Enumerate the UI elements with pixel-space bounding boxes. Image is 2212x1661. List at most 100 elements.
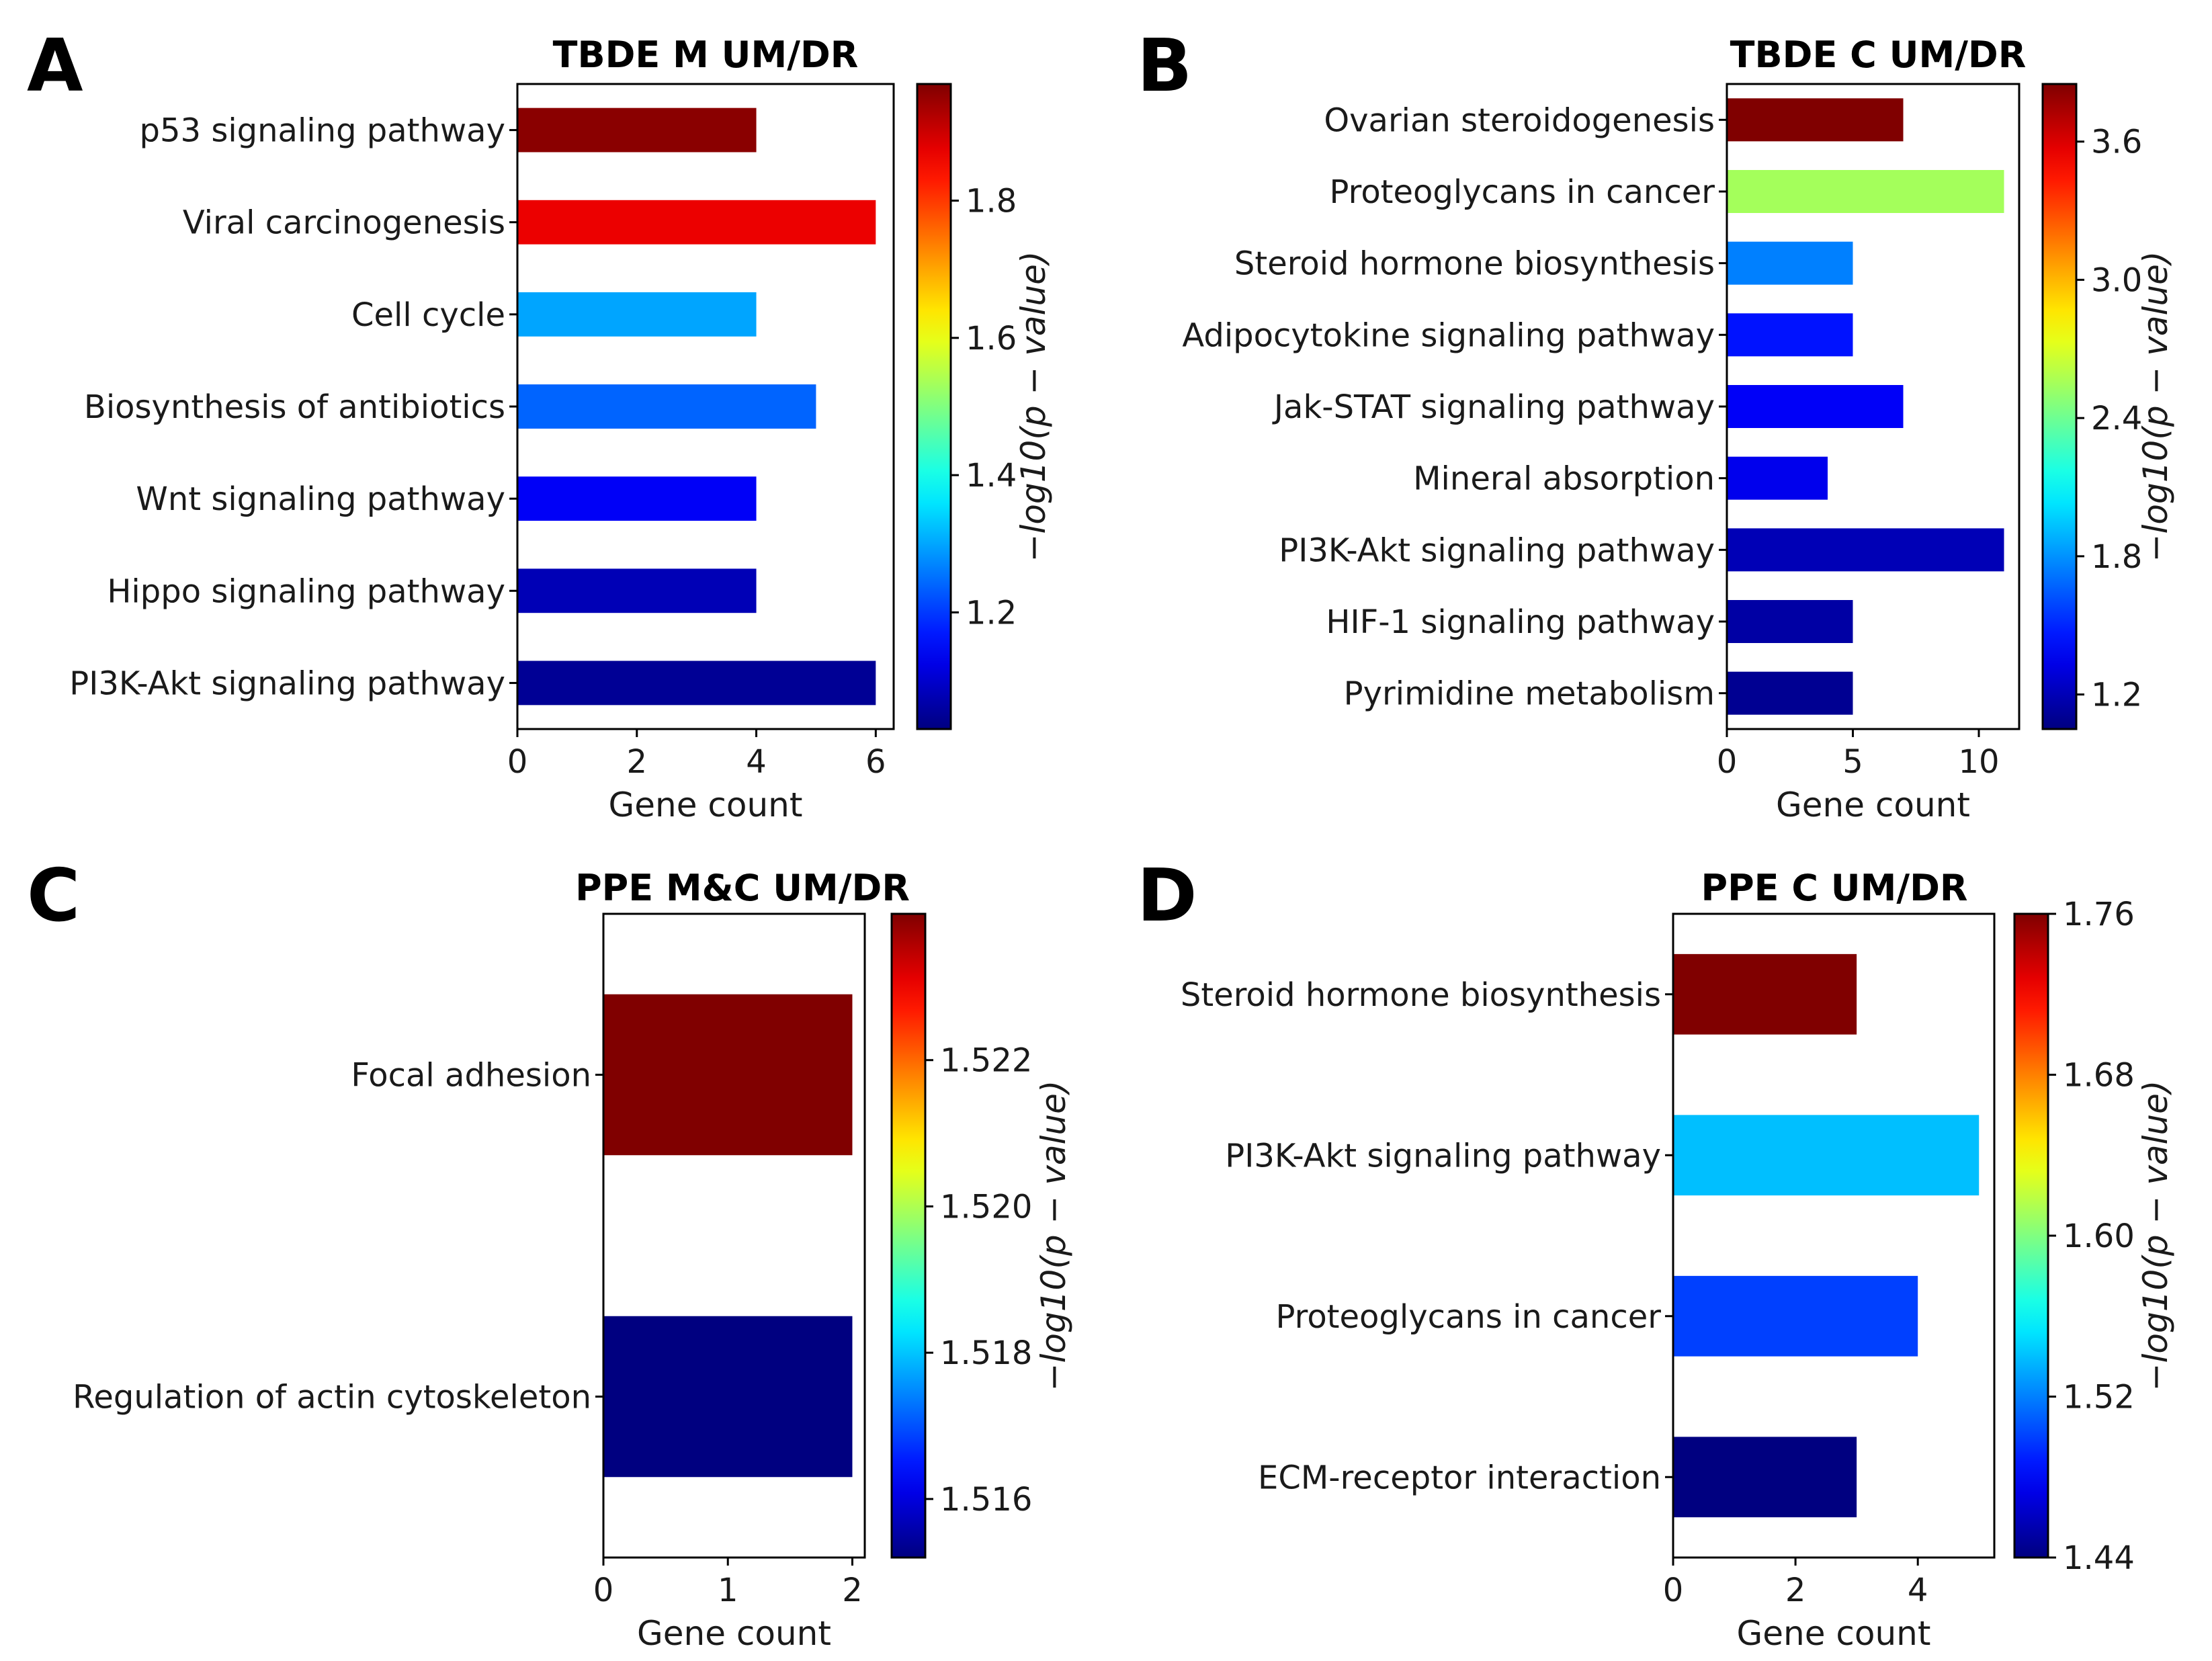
bar xyxy=(517,200,876,245)
panel-d: D PPE C UM/DR Steroid hormone biosynthesis… xyxy=(1137,854,2175,1653)
colorbar-tick-label: 1.44 xyxy=(2063,1539,2135,1577)
panel-letter: A xyxy=(27,24,83,108)
bar xyxy=(517,476,757,521)
category-label: Regulation of actin cytoskeleton xyxy=(73,1379,591,1416)
bar xyxy=(1727,385,1904,428)
category-label: Wnt signaling pathway xyxy=(136,480,505,518)
x-tick-label: 4 xyxy=(1908,1572,1928,1609)
bar xyxy=(1673,1437,1857,1518)
colorbar-tick-label: 3.6 xyxy=(2091,124,2142,161)
colorbar-label: −log10(p − value) xyxy=(2136,251,2175,562)
x-tick-label: 0 xyxy=(593,1572,614,1609)
x-tick-label: 0 xyxy=(507,743,528,781)
x-axis-label: Gene count xyxy=(1776,785,1970,824)
panel-a: A TBDE M UM/DR p53 signaling pathway Viral … xyxy=(27,24,1053,824)
category-label: Cell cycle xyxy=(351,296,505,334)
bar xyxy=(517,384,816,429)
x-tick-label: 2 xyxy=(842,1572,863,1609)
x-tick-label: 5 xyxy=(1842,743,1863,781)
category-label: Biosynthesis of antibiotics xyxy=(84,388,505,426)
bar xyxy=(1673,953,1857,1035)
chart-title: PPE M&C UM/DR xyxy=(575,867,910,909)
colorbar-frame xyxy=(916,83,952,730)
category-label: Ovarian steroidogenesis xyxy=(1324,101,1715,139)
panel-letter: D xyxy=(1137,854,1197,938)
x-tick-label: 10 xyxy=(1958,743,1999,781)
category-label: PI3K-Akt signaling pathway xyxy=(1225,1137,1661,1175)
panel-c: C PPE M&C UM/DR Focal adhesion Regulation o… xyxy=(27,854,1073,1653)
category-label: p53 signaling pathway xyxy=(140,112,505,150)
colorbar-tick-label: 1.516 xyxy=(940,1481,1032,1519)
x-tick-label: 4 xyxy=(746,743,767,781)
bar xyxy=(1727,671,1853,715)
colorbar-tick-label: 3.0 xyxy=(2091,261,2142,299)
colorbar-tick-label: 1.520 xyxy=(940,1188,1032,1226)
colorbar-tick-label: 1.6 xyxy=(966,320,1017,357)
x-tick-label: 1 xyxy=(718,1572,738,1609)
panel-b: B TBDE C UM/DR Ovarian steroidogenesis Prot… xyxy=(1137,24,2175,824)
category-label: Jak-STAT signaling pathway xyxy=(1272,388,1715,426)
x-tick-label: 0 xyxy=(1717,743,1738,781)
colorbar-tick-label: 1.76 xyxy=(2063,896,2135,933)
bar xyxy=(517,661,876,706)
category-label: Mineral absorption xyxy=(1413,460,1715,498)
chart-title: TBDE M UM/DR xyxy=(553,34,859,76)
bar xyxy=(1727,456,1828,500)
bar xyxy=(1727,600,1853,643)
bar xyxy=(1727,170,2004,213)
category-label: PI3K-Akt signaling pathway xyxy=(1279,531,1715,569)
colorbar-tick-label: 2.4 xyxy=(2091,400,2142,437)
colorbar-tick-label: 1.522 xyxy=(940,1042,1032,1080)
bar xyxy=(1673,1275,1918,1357)
chart-title: PPE C UM/DR xyxy=(1701,867,1968,909)
colorbar-tick-label: 1.518 xyxy=(940,1334,1032,1372)
colorbar-label: −log10(p − value) xyxy=(1014,251,1053,562)
category-label: Hippo signaling pathway xyxy=(107,572,505,610)
colorbar-tick-label: 1.2 xyxy=(2091,677,2142,714)
bar xyxy=(603,994,853,1156)
chart-title: TBDE C UM/DR xyxy=(1730,34,2027,76)
plot-frame xyxy=(1726,83,2020,730)
x-axis-label: Gene count xyxy=(637,1614,831,1653)
colorbar-frame xyxy=(2041,83,2078,730)
plot-frame xyxy=(602,912,866,1559)
x-tick-label: 2 xyxy=(627,743,648,781)
plot-frame xyxy=(1672,912,1996,1559)
bar xyxy=(517,568,757,613)
panel-letter: B xyxy=(1137,24,1192,108)
bar xyxy=(1727,98,1904,142)
category-label: Proteoglycans in cancer xyxy=(1330,173,1715,211)
category-label: Pyrimidine metabolism xyxy=(1344,675,1715,713)
category-label: Viral carcinogenesis xyxy=(183,204,505,242)
category-label: HIF-1 signaling pathway xyxy=(1326,603,1715,641)
colorbar-tick-label: 1.60 xyxy=(2063,1218,2135,1255)
category-label: Proteoglycans in cancer xyxy=(1276,1298,1662,1336)
bar xyxy=(517,292,757,337)
x-tick-label: 2 xyxy=(1785,1572,1806,1609)
bar xyxy=(603,1316,853,1478)
colorbar xyxy=(2014,914,2048,1558)
colorbar-tick-label: 1.8 xyxy=(966,183,1017,220)
colorbar-tick-label: 1.68 xyxy=(2063,1057,2135,1095)
colorbar-tick-label: 1.2 xyxy=(966,594,1017,632)
panel-letter: C xyxy=(27,854,80,938)
x-tick-label: 6 xyxy=(865,743,886,781)
colorbar-frame xyxy=(890,912,927,1559)
colorbar-tick-label: 1.4 xyxy=(966,457,1017,495)
category-label: Adipocytokine signaling pathway xyxy=(1182,316,1715,354)
bar xyxy=(517,108,757,153)
colorbar xyxy=(892,914,925,1558)
bar xyxy=(1673,1115,1980,1196)
bar xyxy=(1727,313,1853,357)
x-axis-label: Gene count xyxy=(609,785,803,824)
bar xyxy=(1727,528,2004,572)
colorbar xyxy=(917,84,951,729)
bar xyxy=(1727,241,1853,285)
category-label: PI3K-Akt signaling pathway xyxy=(69,665,505,702)
x-axis-label: Gene count xyxy=(1737,1614,1931,1653)
category-label: Focal adhesion xyxy=(351,1057,591,1095)
colorbar-tick-label: 1.8 xyxy=(2091,538,2142,576)
category-label: Steroid hormone biosynthesis xyxy=(1181,976,1661,1014)
colorbar-tick-label: 1.52 xyxy=(2063,1379,2135,1416)
